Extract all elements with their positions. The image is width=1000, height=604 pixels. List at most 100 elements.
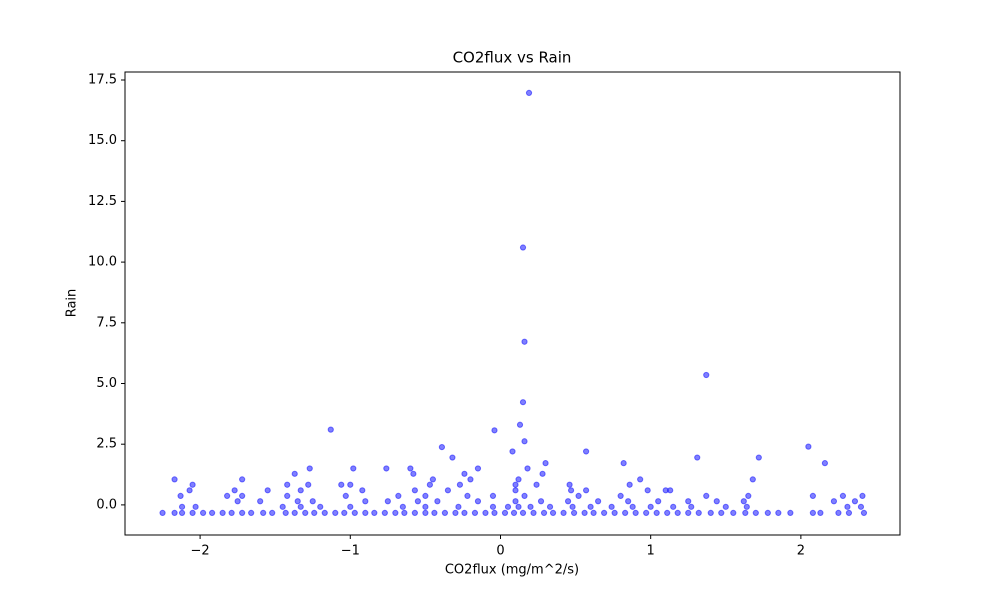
point: [582, 448, 590, 455]
y-tick-label: 2.5: [96, 437, 117, 452]
point: [809, 492, 816, 500]
y-tick-label: 5.0: [96, 376, 117, 391]
point: [279, 503, 286, 510]
point: [713, 498, 720, 505]
point: [622, 509, 629, 517]
point: [516, 421, 524, 428]
point: [587, 503, 594, 510]
point: [664, 509, 671, 517]
point: [570, 509, 578, 517]
point: [239, 476, 246, 483]
y-axis-label: Rain: [65, 289, 80, 318]
point: [590, 509, 597, 517]
point: [395, 492, 402, 500]
point: [685, 498, 692, 505]
x-tick-label: 0: [496, 544, 504, 559]
y-tick-label: 17.5: [88, 73, 117, 88]
point: [752, 509, 759, 517]
point: [347, 481, 354, 488]
point: [186, 487, 193, 494]
point: [569, 503, 576, 510]
point: [775, 509, 782, 517]
point: [384, 498, 391, 505]
point: [533, 481, 540, 488]
point: [749, 476, 756, 483]
point: [282, 509, 289, 517]
point: [764, 509, 771, 517]
point: [371, 509, 378, 517]
point: [755, 454, 762, 461]
point: [332, 509, 339, 517]
point: [685, 509, 692, 517]
point: [845, 509, 853, 517]
point: [859, 492, 866, 500]
point: [510, 509, 518, 517]
point: [347, 503, 354, 510]
point: [411, 509, 418, 517]
point: [192, 503, 199, 510]
point: [521, 438, 528, 445]
point: [519, 509, 527, 517]
point: [601, 509, 608, 517]
point: [512, 487, 519, 494]
point: [248, 509, 255, 517]
point: [474, 498, 482, 505]
point: [560, 509, 567, 517]
point: [743, 503, 750, 510]
point: [540, 509, 548, 517]
point: [234, 498, 241, 505]
point: [291, 509, 298, 517]
point: [730, 509, 737, 517]
point: [189, 509, 196, 517]
point: [189, 481, 196, 488]
point: [411, 487, 418, 494]
point: [501, 509, 509, 517]
point: [399, 503, 406, 510]
point: [626, 481, 633, 488]
point: [444, 487, 452, 494]
point: [159, 509, 166, 517]
point: [294, 498, 301, 505]
point: [688, 503, 695, 510]
point: [401, 509, 408, 517]
point: [414, 498, 421, 505]
point: [178, 509, 186, 517]
point: [525, 89, 533, 96]
point: [407, 465, 414, 472]
point: [519, 399, 527, 406]
point: [341, 509, 348, 517]
point: [625, 498, 632, 505]
point: [860, 509, 868, 517]
x-tick-label: 1: [647, 544, 655, 559]
point: [209, 509, 216, 517]
point: [311, 509, 318, 517]
point: [351, 509, 358, 517]
point: [805, 443, 812, 450]
point: [575, 492, 582, 500]
point: [467, 476, 474, 483]
point: [644, 487, 651, 494]
point: [549, 509, 557, 517]
point: [608, 503, 615, 510]
point: [539, 470, 546, 477]
point: [257, 498, 264, 505]
point: [647, 503, 654, 510]
point: [851, 498, 859, 505]
x-tick-label: −1: [341, 544, 360, 559]
point: [489, 503, 497, 510]
x-tick-label: −2: [191, 544, 210, 559]
point: [611, 509, 618, 517]
x-tick-label: 2: [797, 544, 805, 559]
point: [264, 487, 271, 494]
point: [309, 498, 316, 505]
point: [566, 481, 573, 488]
x-axis-label: CO2flux (mg/m^2/s): [445, 563, 579, 578]
point: [718, 509, 725, 517]
point: [178, 503, 186, 510]
point: [722, 503, 729, 510]
point: [521, 492, 528, 500]
point: [817, 509, 824, 517]
point: [284, 492, 291, 500]
point: [694, 454, 701, 461]
